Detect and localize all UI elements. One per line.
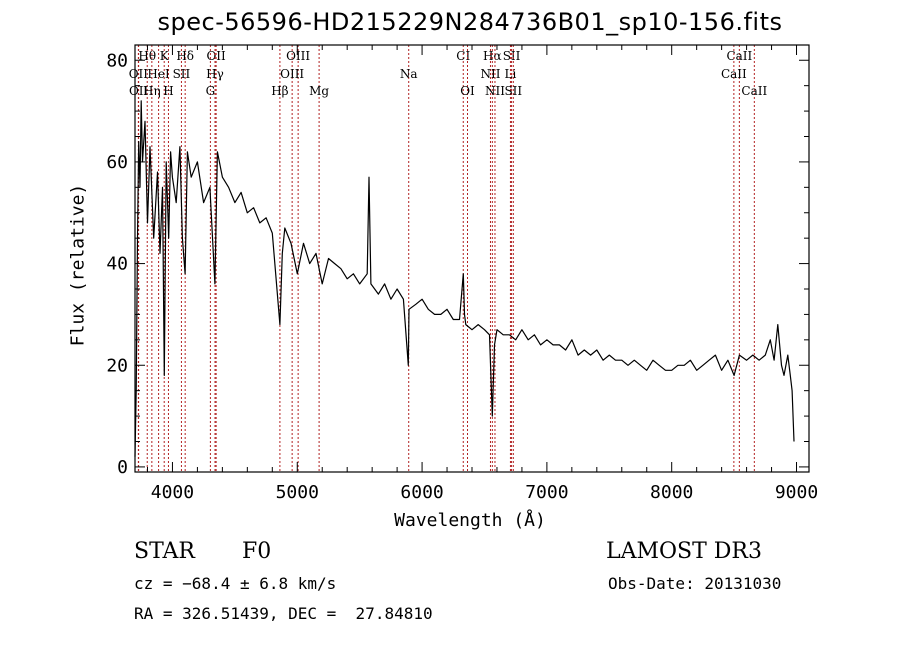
x-tick-label-5000: 5000 [276,482,319,503]
line-label-20: H [163,84,173,98]
line-label-4: OIII [286,49,310,63]
line-label-23: Mg [309,84,329,98]
object-subclass: F0 [242,539,272,564]
line-label-8: CaII [726,49,752,63]
x-tick-label-6000: 6000 [400,482,443,503]
line-label-15: NII [480,67,500,81]
chart-title: spec-56596-HD215229N284736B01_sp10-156.f… [157,8,783,36]
line-label-7: SII [503,49,521,63]
line-label-19: Hη [143,84,161,98]
y-tick-label-0: 0 [117,457,128,478]
y-tick-label-60: 60 [106,152,128,173]
spectrum-line [134,100,795,457]
plot-frame [134,44,810,473]
line-label-13: OIII [280,67,304,81]
survey-name: LAMOST DR3 [606,539,762,564]
line-label-26: SII [504,84,522,98]
y-tick-label-20: 20 [106,355,128,376]
object-class: STAR [134,539,195,564]
y-tick-label-80: 80 [106,50,128,71]
line-label-17: CaII [721,67,747,81]
line-label-6: Hα [483,49,502,63]
line-label-14: Na [400,67,418,81]
line-label-11: SII [173,67,191,81]
line-label-3: OII [206,49,226,63]
line-label-1: K [160,49,170,63]
line-label-18: OII [129,84,149,98]
observation-date: Obs-Date: 20131030 [608,574,782,593]
line-label-21: G [206,84,216,98]
y-tick-label-40: 40 [106,254,128,275]
line-label-5: CI [456,49,470,63]
x-axis-label: Wavelength (Å) [394,510,546,531]
coordinates: RA = 326.51439, DEC = 27.84810 [134,604,433,623]
x-tick-label-4000: 4000 [151,482,194,503]
line-label-16: Li [505,67,517,81]
line-label-22: Hβ [271,84,288,98]
line-label-12: Hγ [206,67,224,81]
x-tick-label-8000: 8000 [650,482,693,503]
redshift-value: cz = −68.4 ± 6.8 km/s [134,574,337,593]
x-tick-label-7000: 7000 [525,482,568,503]
y-axis-label: Flux (relative) [67,183,89,347]
line-label-10: HeI [147,67,170,81]
line-label-25: NII [485,84,505,98]
x-tick-label-9000: 9000 [775,482,818,503]
line-label-2: Hδ [176,49,194,63]
line-label-0: Hθ [138,49,156,63]
line-label-24: OI [460,84,475,98]
line-label-27: CaII [741,84,767,98]
